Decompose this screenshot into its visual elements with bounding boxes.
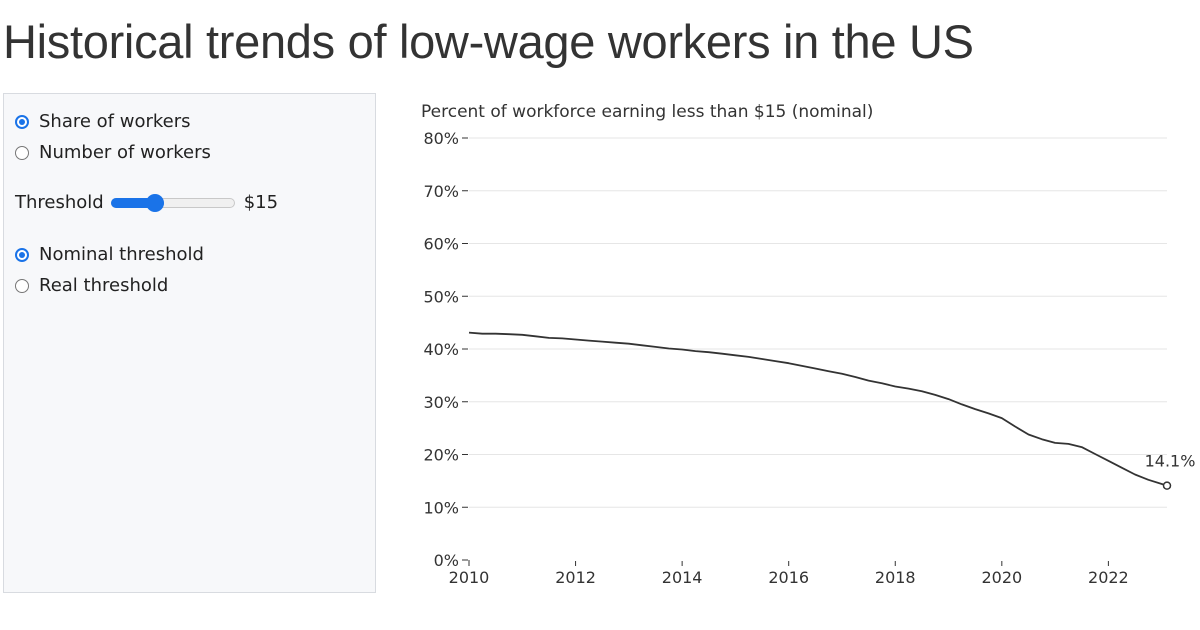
radio-real-threshold[interactable]: Real threshold <box>15 275 168 296</box>
radio-button-unselected[interactable] <box>15 278 29 293</box>
y-tick-label: 20% <box>423 446 459 465</box>
page-title: Historical trends of low-wage workers in… <box>3 15 974 68</box>
x-tick-label: 2020 <box>981 568 1022 587</box>
radio-button-selected[interactable] <box>15 247 29 262</box>
y-tick-label: 80% <box>423 129 459 148</box>
threshold-slider[interactable] <box>110 193 235 213</box>
y-tick-label: 0% <box>434 551 459 570</box>
slider-thumb[interactable] <box>146 193 165 212</box>
threshold-label: Threshold <box>15 192 104 213</box>
chart-title: Percent of workforce earning less than $… <box>421 102 873 122</box>
x-tick-label: 2016 <box>768 568 809 587</box>
y-tick-label: 70% <box>423 182 459 201</box>
y-tick-label: 30% <box>423 393 459 412</box>
x-tick-label: 2014 <box>662 568 703 587</box>
series-layer: 14.1% <box>468 331 1196 490</box>
radio-share-of-workers[interactable]: Share of workers <box>15 111 191 132</box>
threshold-value: $15 <box>243 192 279 213</box>
end-value-label: 14.1% <box>1145 452 1196 471</box>
series-line <box>468 331 1168 487</box>
radio-label-number-of-workers: Number of workers <box>39 142 211 163</box>
y-tick-label: 60% <box>423 235 459 254</box>
y-tick-label: 50% <box>423 287 459 306</box>
slider-fill <box>110 197 165 208</box>
radio-number-of-workers[interactable]: Number of workers <box>15 142 211 163</box>
axes: 0% 10% 20% 30% 40% 50% 60% 70% 80% 2010 2012 2014 20… <box>423 129 1128 587</box>
controls-panel: Share of workers Number of workers Thres… <box>3 93 376 593</box>
end-point-marker <box>1162 481 1172 490</box>
radio-label-real-threshold: Real threshold <box>39 275 169 296</box>
radio-label-share-of-workers: Share of workers <box>39 111 191 132</box>
gridlines <box>469 137 1167 508</box>
x-tick-label: 2010 <box>449 568 490 587</box>
x-tick-label: 2018 <box>875 568 916 587</box>
radio-label-nominal-threshold: Nominal threshold <box>39 244 204 265</box>
radio-button-selected[interactable] <box>15 114 29 129</box>
y-tick-label: 40% <box>423 340 459 359</box>
radio-nominal-threshold[interactable]: Nominal threshold <box>15 244 204 265</box>
x-tick-label: 2022 <box>1088 568 1129 587</box>
radio-button-unselected[interactable] <box>15 145 29 160</box>
threshold-control: Threshold $15 <box>15 192 278 213</box>
y-tick-label: 10% <box>423 498 459 517</box>
x-tick-label: 2012 <box>555 568 596 587</box>
